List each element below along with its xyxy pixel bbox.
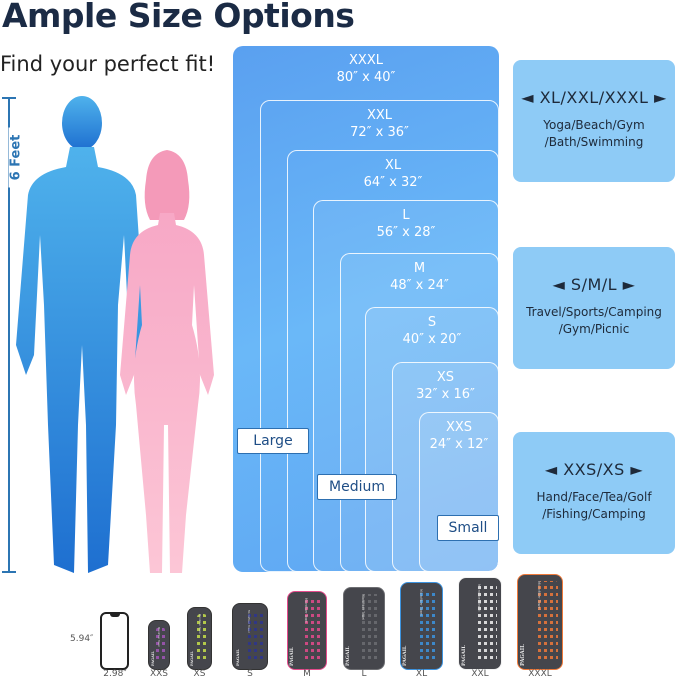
size-name: L	[402, 208, 410, 223]
panel-uses: Yoga/Beach/Gym /Bath/Swimming	[543, 118, 645, 149]
panel-heading: ◄ XXS/XS ►	[544, 460, 644, 479]
towel-pattern	[156, 627, 165, 663]
phone-height: 5.94″	[70, 634, 94, 644]
towel-xxs: PAGAIL Microfiber Towel	[148, 620, 170, 670]
size-name: XS	[436, 370, 455, 385]
towel-product-name: Microfiber Towel	[418, 589, 423, 616]
towel-pattern	[478, 584, 497, 663]
towel-brand-logo: PAGAIL	[290, 647, 295, 666]
size-dims: 32″ x 16″	[416, 387, 475, 402]
size-name: M	[413, 261, 426, 276]
towel-xs: PAGAIL Microfiber Towel	[187, 607, 212, 670]
panel-heading: ◄ XL/XXL/XXXL ►	[521, 88, 667, 107]
towel-product-name: Microfiber Towel	[247, 610, 251, 633]
panel-uses: Travel/Sports/Camping /Gym/Picnic	[526, 305, 662, 336]
size-name: XXL	[366, 108, 393, 123]
size-dims: 48″ x 24″	[390, 278, 449, 293]
towel-label: XXXL	[528, 669, 552, 679]
towel-label: XL	[415, 669, 428, 679]
ruler-tick-bottom	[2, 571, 16, 573]
towel-product-name: Microfiber Towel	[361, 594, 365, 621]
towel-label: XS	[193, 669, 206, 679]
towel-product-name: Microfiber Towel	[197, 614, 201, 634]
size-name: XXXL	[349, 53, 383, 68]
use-panel-small: ◄ XXS/XS ► Hand/Face/Tea/Golf /Fishing/Ca…	[513, 432, 675, 554]
towel-brand-logo: PAGAIL	[520, 644, 526, 666]
towel-s: PAGAIL Microfiber Towel	[232, 603, 268, 670]
towel-label: L	[361, 669, 367, 679]
phone-width: 2.98″	[103, 669, 127, 679]
towel-pattern	[196, 614, 207, 663]
towel-brand-logo: PAGAIL	[190, 651, 194, 666]
towel-label: M	[303, 669, 311, 679]
subtitle: Find your perfect fit!	[0, 52, 216, 76]
panel-uses: Hand/Face/Tea/Golf /Fishing/Camping	[536, 490, 652, 521]
towel-brand-logo: PAGAIL	[346, 646, 351, 666]
group-tag-medium: Medium	[317, 474, 397, 500]
woman-silhouette	[120, 150, 214, 573]
towel-xl: PAGAIL Microfiber Towel	[400, 582, 443, 670]
towel-xxl: PAGAIL Microfiber Towel	[458, 577, 502, 670]
use-panel-medium: ◄ S/M/L ► Travel/Sports/Camping /Gym/Picn…	[513, 247, 675, 369]
size-name: XL	[384, 158, 402, 173]
towel-brand-logo: PAGAIL	[461, 645, 467, 666]
size-dims: 72″ x 36″	[350, 125, 409, 140]
towel-label: XXS	[149, 669, 169, 679]
man-silhouette	[16, 96, 146, 573]
size-dims: 80″ x 40″	[336, 70, 396, 85]
towel-product-name: Microfiber Towel	[157, 627, 160, 647]
towel-pattern	[538, 581, 558, 663]
ruler-tick-top	[2, 97, 16, 99]
towel-pattern	[247, 610, 263, 663]
size-dims: 56″ x 28″	[376, 225, 436, 240]
towel-pattern	[304, 598, 322, 663]
size-dims: 64″ x 32″	[363, 175, 423, 190]
towel-brand-logo: PAGAIL	[151, 651, 155, 666]
towel-label: XXL	[471, 669, 489, 679]
panel-heading: ◄ S/M/L ►	[552, 275, 636, 294]
towel-pattern	[362, 594, 380, 663]
size-area-xxs: XXS 24″ x 12″	[419, 412, 499, 572]
size-dims: 40″ x 20″	[402, 332, 462, 347]
towel-xxxl: PAGAIL Microfiber Towel	[517, 574, 563, 670]
group-tag-large: Large	[237, 428, 309, 454]
towel-m: PAGAIL Microfiber Towel	[287, 591, 327, 670]
size-name: XXS	[445, 420, 473, 435]
towel-brand-logo: PAGAIL	[403, 645, 408, 666]
people-silhouettes	[16, 96, 214, 573]
towel-pattern	[419, 589, 438, 663]
page-title: Ample Size Options	[2, 0, 355, 35]
size-name: S	[427, 315, 437, 330]
height-ruler	[8, 97, 10, 573]
towel-product-name: Microfiber Towel	[537, 581, 541, 610]
phone-icon	[100, 612, 129, 670]
towel-product-name: Microfiber Towel	[477, 584, 481, 612]
size-dims: 24″ x 12″	[429, 437, 489, 452]
towel-l: PAGAIL Microfiber Towel	[343, 587, 385, 670]
group-tag-small: Small	[437, 515, 499, 541]
towel-product-name: Microfiber Towel	[304, 598, 308, 624]
use-panel-large: ◄ XL/XXL/XXXL ► Yoga/Beach/Gym /Bath/Swim…	[513, 60, 675, 182]
towel-label: S	[247, 669, 253, 679]
towel-brand-logo: PAGAIL	[235, 648, 240, 666]
